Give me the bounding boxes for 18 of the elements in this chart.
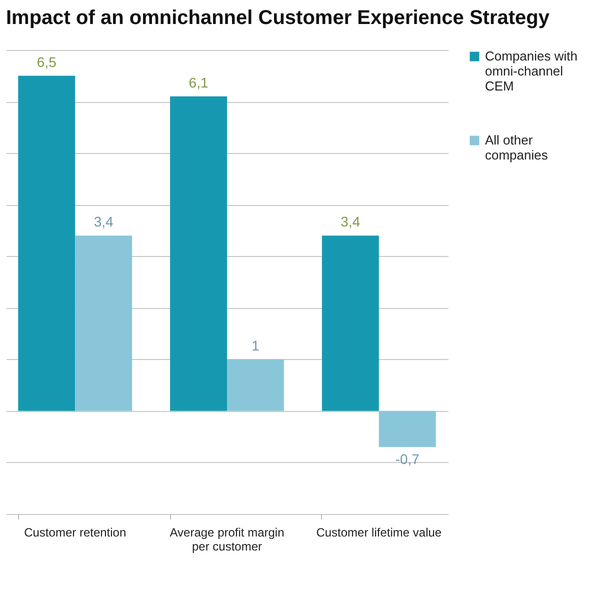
bar <box>75 236 132 411</box>
x-tick-label: Customer retention <box>24 526 126 540</box>
legend-label: Companies with omni-channel CEM <box>485 48 578 94</box>
data-label: -0,7 <box>395 450 420 467</box>
bar <box>322 236 379 411</box>
legend-label: All other companies <box>485 132 548 162</box>
x-tick-label: Average profit margin per customer <box>170 526 284 554</box>
bar <box>170 96 227 411</box>
data-label: 6,5 <box>36 54 57 70</box>
data-label: 3,4 <box>340 214 360 230</box>
data-label: 1 <box>252 337 260 354</box>
bar <box>227 359 284 411</box>
chart-title: Impact of an omnichannel Customer Experience Strategy <box>6 7 550 29</box>
x-tick-label: Customer lifetime value <box>316 526 442 540</box>
data-label: 6,1 <box>188 74 208 90</box>
bar <box>378 410 436 447</box>
data-label: 3,4 <box>94 214 114 230</box>
bar <box>18 76 76 411</box>
